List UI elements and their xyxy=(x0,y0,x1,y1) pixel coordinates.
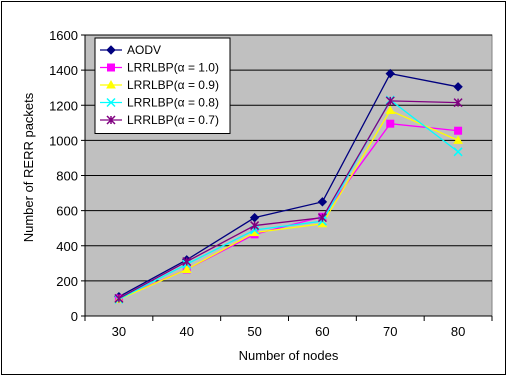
legend-item: LRRLBP(α = 0.9) xyxy=(100,78,219,92)
x-tick-label: 80 xyxy=(451,324,465,339)
data-point xyxy=(453,135,463,144)
data-point xyxy=(317,197,328,207)
data-point xyxy=(106,97,116,108)
legend-label: AODV xyxy=(127,43,161,57)
data-point xyxy=(181,264,192,273)
x-tick-label: 40 xyxy=(180,324,194,339)
data-point xyxy=(114,293,124,303)
series-line xyxy=(118,72,459,298)
data-point xyxy=(106,45,116,55)
legend-label: LRRLBP(α = 0.9) xyxy=(127,78,219,92)
axes xyxy=(81,34,493,321)
data-point xyxy=(453,98,463,108)
legend-label: LRRLBP(α = 1.0) xyxy=(127,61,219,75)
data-point xyxy=(106,79,116,89)
y-tick-label: 1200 xyxy=(49,98,78,113)
data-point xyxy=(106,115,116,125)
y-tick-labels: 0 200 400 600 800 1000 1200 1400 1600 xyxy=(49,28,78,324)
data-point xyxy=(250,221,260,231)
legend-item: LRRLBP(α = 0.7) xyxy=(100,113,219,127)
legend-label: LRRLBP(α = 0.8) xyxy=(127,96,219,110)
legend-label: LRRLBP(α = 0.7) xyxy=(127,113,219,127)
x-tick-label: 30 xyxy=(112,324,126,339)
series-5 xyxy=(114,96,463,303)
series-line xyxy=(118,109,459,300)
y-tick-label: 1000 xyxy=(49,133,78,148)
y-axis-title: Number of RERR packets xyxy=(21,92,36,242)
legend: AODV LRRLBP(α = 1.0) LRRLBP(α = 0.9) LRRLBP… xyxy=(94,37,231,134)
legend-item: LRRLBP(α = 1.0) xyxy=(100,61,219,75)
data-point xyxy=(182,257,192,267)
x-axis-title: Number of nodes xyxy=(239,348,339,363)
y-tick-label: 1400 xyxy=(49,63,78,78)
series-layer xyxy=(114,68,463,304)
data-point xyxy=(453,147,463,157)
data-point xyxy=(454,126,463,135)
y-tick-label: 0 xyxy=(71,309,78,324)
legend-box xyxy=(94,37,231,134)
y-tick-label: 800 xyxy=(56,169,78,184)
data-point xyxy=(107,63,115,72)
data-point xyxy=(317,213,327,223)
y-tick-label: 400 xyxy=(56,239,78,254)
series-line xyxy=(118,100,459,300)
y-tick-label: 600 xyxy=(56,204,78,219)
data-point xyxy=(386,119,395,128)
legend-item: LRRLBP(α = 0.8) xyxy=(100,96,219,110)
x-tick-label: 70 xyxy=(383,324,397,339)
series-line xyxy=(118,99,459,300)
data-point xyxy=(385,105,396,115)
data-point xyxy=(453,82,463,92)
x-tick-labels: 30 40 50 60 70 80 xyxy=(112,324,466,339)
y-tick-label: 1600 xyxy=(49,28,78,43)
data-point xyxy=(385,96,395,106)
y-tick-label: 200 xyxy=(56,274,78,289)
legend-item: AODV xyxy=(100,43,161,57)
data-point xyxy=(385,68,395,79)
x-tick-label: 60 xyxy=(315,324,329,339)
x-tick-label: 50 xyxy=(247,324,261,339)
